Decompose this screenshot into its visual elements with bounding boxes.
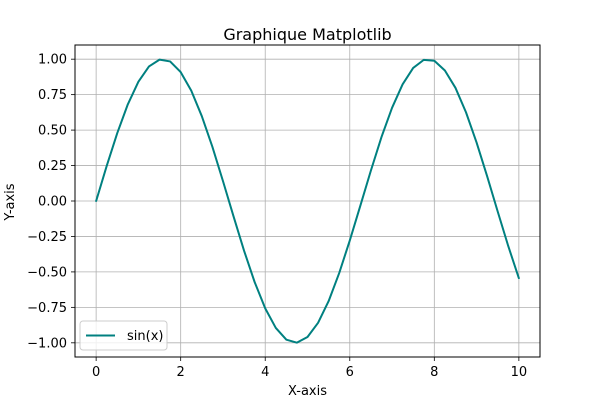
x-tick-label: 8 [430,365,438,380]
x-axis-title: X-axis [288,384,327,399]
y-tick-label: 1.00 [38,53,67,68]
chart-title: Graphique Matplotlib [223,25,391,44]
x-tick-label: 0 [92,365,100,380]
series-line-sin [95,58,520,344]
x-tick-label: 4 [261,365,269,380]
legend-box [79,320,168,351]
label-layer: Graphique Matplotlib X-axis Y-axis [3,25,392,399]
y-tick-label: −0.50 [27,265,67,280]
y-tick-label: −0.75 [27,301,67,316]
series-layer [95,58,520,344]
y-axis-title: Y-axis [3,183,18,221]
y-tick-label: 0.75 [38,88,67,103]
tick-layer: 0 2 4 6 8 10 −1.00 −0.75 −0.50 −0.25 0.00 0.25 0.50 0… [27,53,527,380]
grid-layer [75,45,540,357]
x-tick-label: 10 [511,365,528,380]
y-tick-label: 0.00 [38,195,67,210]
y-tick-label: 0.50 [38,124,67,139]
legend-label: sin(x) [127,329,163,344]
y-tick-label: −0.25 [27,230,67,245]
legend: sin(x) [79,320,168,351]
x-tick-label: 2 [177,365,185,380]
y-tick-label: 0.25 [38,159,67,174]
x-tick-label: 6 [346,365,354,380]
y-tick-label: −1.00 [27,336,67,351]
